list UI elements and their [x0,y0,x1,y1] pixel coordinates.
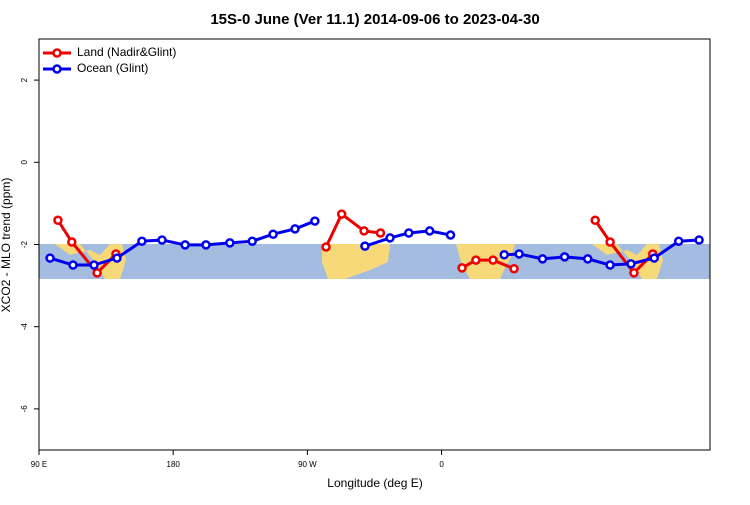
data-point [488,255,498,265]
data-point [457,263,467,273]
y-tick-label: 0 [20,160,29,165]
data-point [375,228,386,238]
legend-marker [52,64,62,74]
data-point [92,268,102,278]
data-point [225,238,235,248]
land-shape [55,244,126,279]
data-point [180,240,190,250]
data-point [537,254,548,264]
land-shape [322,244,390,279]
data-point [310,216,320,226]
data-point [53,215,63,226]
data-point [499,250,509,260]
data-point [673,236,684,246]
x-tick-label: 0 [439,460,444,469]
data-point [626,259,636,269]
data-point [290,224,300,234]
land-shape [592,244,663,279]
data-point [45,253,55,263]
legend-label: Ocean (Glint) [77,61,148,75]
y-tick-label: -6 [20,405,29,413]
data-point [605,260,615,270]
y-tick-label: -4 [20,323,29,331]
data-point [89,260,99,270]
data-point [321,242,331,252]
data-point [68,260,78,270]
y-tick-label: 2 [20,77,29,82]
data-point [268,229,278,239]
chart-title: 15S-0 June (Ver 11.1) 2014-09-06 to 2023… [210,11,539,28]
data-point [201,240,211,250]
data-point [590,215,600,226]
data-point [404,228,414,238]
y-axis-label: XCO2 - MLO trend (ppm) [0,178,13,313]
data-point [514,249,524,259]
data-point [694,235,704,245]
data-point [605,237,615,247]
data-point [582,254,593,264]
legend-label: Land (Nadir&Glint) [77,45,176,59]
data-point [67,237,77,247]
x-axis-label: Longitude (deg E) [327,476,422,490]
y-tick-label: -2 [20,240,29,248]
data-point [359,226,369,236]
data-point [385,233,395,243]
data-point [247,236,257,246]
data-point [509,263,519,274]
x-tick-label: 90 W [298,460,317,469]
data-point [445,230,456,240]
data-point [649,253,659,263]
legend: Land (Nadir&Glint) Ocean (Glint) [43,45,176,75]
data-point [629,268,639,278]
data-point [471,255,481,265]
data-point [360,241,370,251]
data-point [336,209,347,219]
data-point [157,235,167,245]
data-point [112,253,122,263]
series-line [56,211,654,276]
data-point [424,226,435,236]
x-tick-label: 180 [167,460,181,469]
x-tick-label: 90 E [31,460,47,469]
legend-marker [52,48,62,58]
data-point [559,252,570,262]
data-point [137,236,147,246]
